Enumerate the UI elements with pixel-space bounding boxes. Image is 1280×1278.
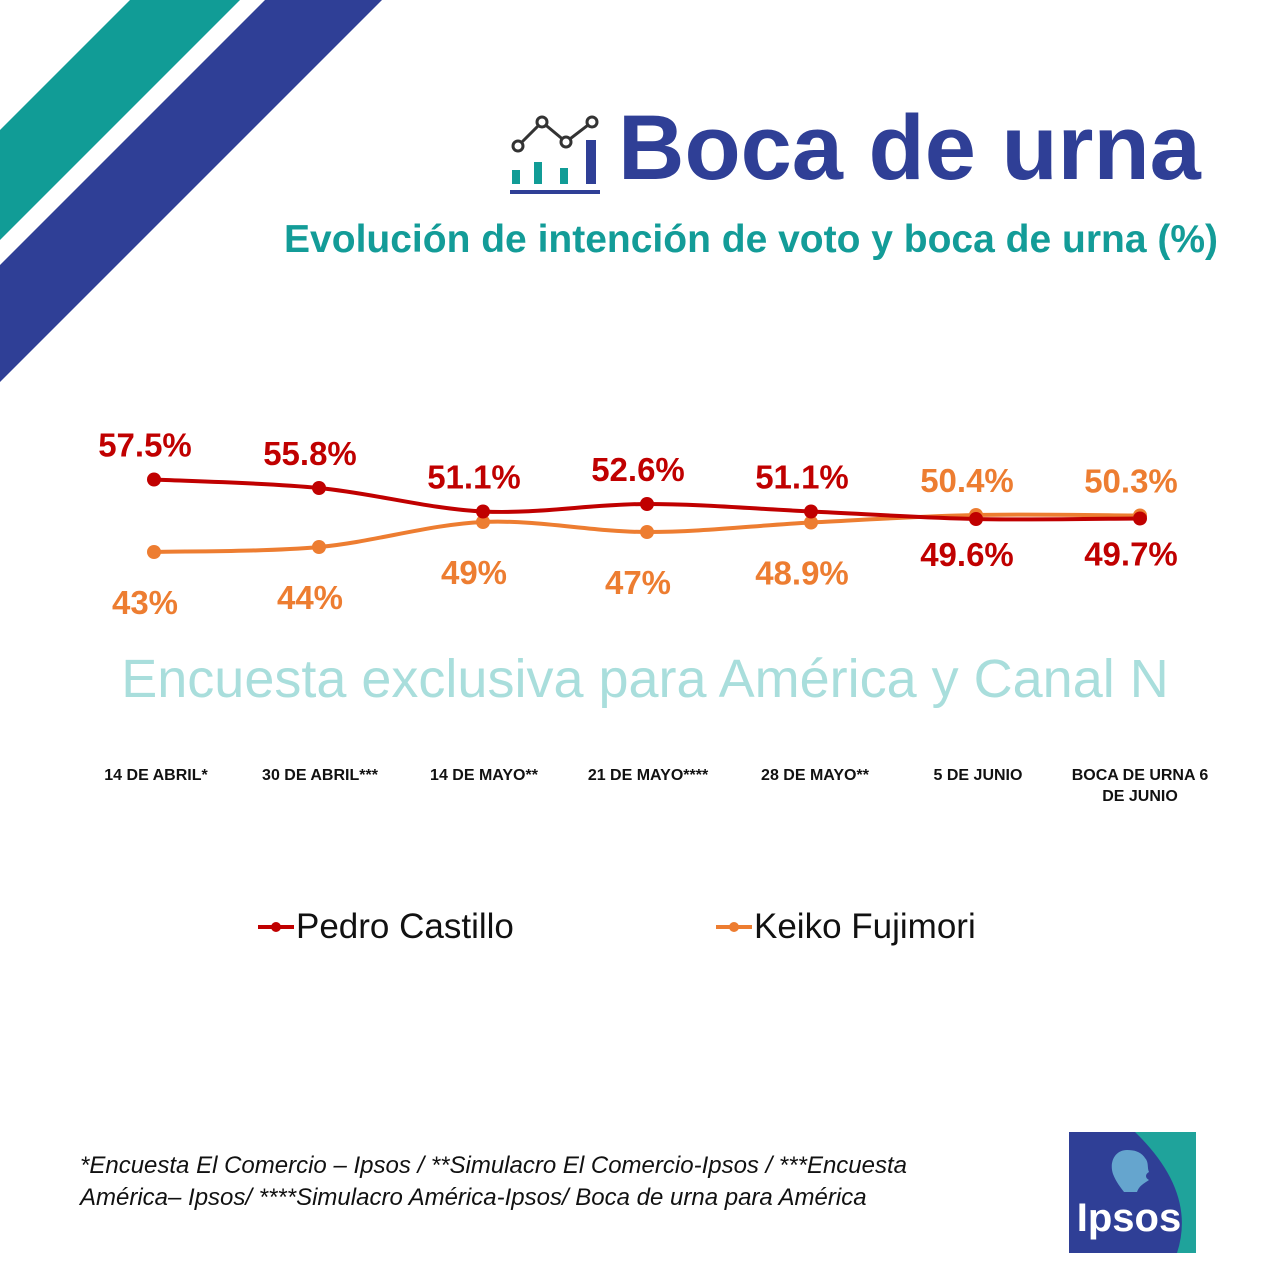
footnote-line-1: *Encuesta El Comercio – Ipsos / **Simula…: [80, 1152, 908, 1179]
data-point-fujimori: [640, 525, 654, 539]
data-point-castillo: [804, 504, 818, 519]
data-label-castillo: 57.5%: [98, 427, 192, 464]
data-label-fujimori: 44%: [277, 579, 343, 616]
page-title: Boca de urna: [618, 97, 1201, 199]
data-label-castillo: 55.8%: [263, 435, 357, 472]
data-label-fujimori: 48.9%: [755, 555, 849, 592]
ipsos-logo: Ipsos: [1069, 1132, 1196, 1253]
page-subtitle: Evolución de intención de voto y boca de…: [284, 218, 1218, 261]
data-point-fujimori: [312, 540, 326, 554]
legend-item-castillo: Pedro Castillo: [258, 905, 514, 949]
data-point-fujimori: [476, 515, 490, 529]
data-label-fujimori: 49%: [441, 554, 507, 591]
data-label-castillo: 49.7%: [1084, 536, 1178, 573]
ipsos-logo-text: Ipsos: [1076, 1196, 1182, 1240]
data-label-castillo: 51.1%: [755, 459, 849, 496]
x-tick-label: 14 DE MAYO**: [430, 767, 539, 784]
corner-stripes: [0, 0, 382, 382]
x-tick-label: 21 DE MAYO****: [588, 767, 709, 784]
legend-swatch-castillo: [258, 907, 294, 947]
data-label-castillo: 52.6%: [591, 451, 685, 488]
x-tick-label: 30 DE ABRIL***: [262, 767, 379, 784]
data-point-castillo: [312, 481, 326, 495]
data-label-fujimori: 50.4%: [920, 462, 1014, 499]
line-chart: 57.5% 55.8% 51.1% 52.6% 51.1% 49.6% 49.7% 43% 44…: [98, 427, 1209, 806]
ipsos-logo-mark: [1069, 1132, 1196, 1253]
data-point-castillo: [476, 504, 490, 519]
legend-item-fujimori: Keiko Fujimori: [716, 905, 976, 949]
data-point-castillo: [969, 512, 983, 526]
data-point-castillo: [1133, 511, 1147, 526]
legend-swatch-fujimori: [716, 907, 752, 947]
data-label-fujimori: 43%: [112, 584, 178, 621]
data-point-fujimori: [147, 545, 161, 559]
legend-label-fujimori: Keiko Fujimori: [754, 907, 976, 946]
data-label-fujimori: 50.3%: [1084, 463, 1178, 500]
x-tick-label: DE JUNIO: [1102, 788, 1178, 805]
x-tick-label: BOCA DE URNA 6: [1072, 767, 1209, 784]
footnote: *Encuesta El Comercio – Ipsos / **Simula…: [80, 1150, 1040, 1214]
data-point-castillo: [147, 472, 161, 487]
footnote-line-2: América– Ipsos/ ****Simulacro América-Ip…: [80, 1184, 867, 1211]
x-tick-label: 14 DE ABRIL*: [104, 767, 208, 784]
chart-line-bars-icon: [510, 115, 600, 194]
legend-label-castillo: Pedro Castillo: [296, 907, 514, 946]
x-tick-label: 28 DE MAYO**: [761, 767, 870, 784]
data-point-fujimori: [804, 515, 818, 530]
watermark: Encuesta exclusiva para América y Canal …: [121, 649, 1169, 709]
data-label-castillo: 49.6%: [920, 536, 1014, 573]
teal-stripe: [0, 0, 240, 240]
navy-stripe: [0, 0, 382, 382]
header: Boca de urna: [508, 97, 1228, 204]
data-label-fujimori: 47%: [605, 564, 671, 601]
data-point-castillo: [640, 497, 654, 511]
x-tick-label: 5 DE JUNIO: [934, 767, 1023, 784]
data-label-castillo: 51.1%: [427, 459, 521, 496]
